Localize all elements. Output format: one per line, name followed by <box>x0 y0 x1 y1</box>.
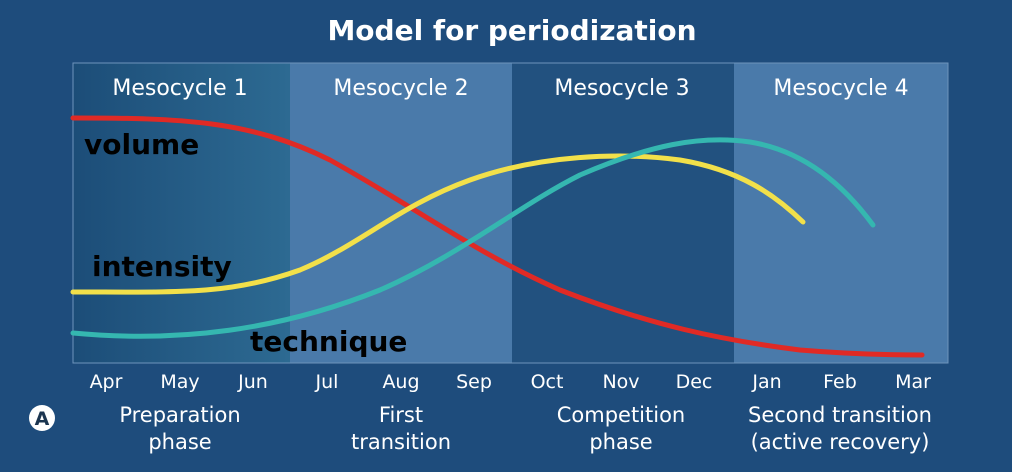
phase-label-2-line1: First <box>379 403 423 427</box>
month-label: Mar <box>895 371 931 393</box>
intensity-label: intensity <box>92 250 232 283</box>
mesocycle-panel-4 <box>734 63 948 363</box>
mesocycle-label-2: Mesocycle 2 <box>333 76 468 101</box>
month-label: May <box>160 371 199 393</box>
mesocycle-labels: Mesocycle 1 Mesocycle 2 Mesocycle 3 Meso… <box>112 76 908 101</box>
month-label: Apr <box>90 371 123 393</box>
volume-label: volume <box>84 128 199 161</box>
diagram-title: Model for periodization <box>327 14 696 47</box>
month-label: Oct <box>531 371 564 393</box>
mesocycle-panels <box>72 62 949 364</box>
month-label: Dec <box>676 371 713 393</box>
badge-letter: A <box>35 408 50 430</box>
phase-label-2-line2: transition <box>351 430 451 454</box>
phase-label-3-line1: Competition <box>557 403 686 427</box>
panel-badge: A <box>29 405 55 431</box>
phase-label-3-line2: phase <box>589 430 652 454</box>
mesocycle-panel-3 <box>512 63 734 363</box>
phase-label-1-line1: Preparation <box>119 403 240 427</box>
month-axis: Apr May Jun Jul Aug Sep Oct Nov Dec Jan … <box>90 371 932 393</box>
mesocycle-label-4: Mesocycle 4 <box>773 76 908 101</box>
mesocycle-label-1: Mesocycle 1 <box>112 76 247 101</box>
month-label: Sep <box>456 371 492 393</box>
intensity-curve <box>70 153 806 295</box>
chart-border <box>72 62 949 364</box>
phase-label-1-line2: phase <box>148 430 211 454</box>
technique-curve <box>70 137 876 339</box>
curves <box>70 115 925 358</box>
month-label: Jul <box>315 371 339 393</box>
month-label: Feb <box>823 371 857 393</box>
phase-label-4-line2: (active recovery) <box>751 430 930 454</box>
mesocycle-panel-1 <box>73 63 290 363</box>
badge-circle <box>29 405 55 431</box>
mesocycle-label-3: Mesocycle 3 <box>554 76 689 101</box>
phase-label-4-line1: Second transition <box>748 403 932 427</box>
technique-label: technique <box>250 325 407 358</box>
volume-curve <box>70 115 925 358</box>
month-label: Aug <box>382 371 419 393</box>
month-label: Jan <box>751 371 781 393</box>
month-label: Jun <box>237 371 268 393</box>
month-label: Nov <box>602 371 639 393</box>
phase-labels: Preparation phase First transition Compe… <box>119 403 932 454</box>
